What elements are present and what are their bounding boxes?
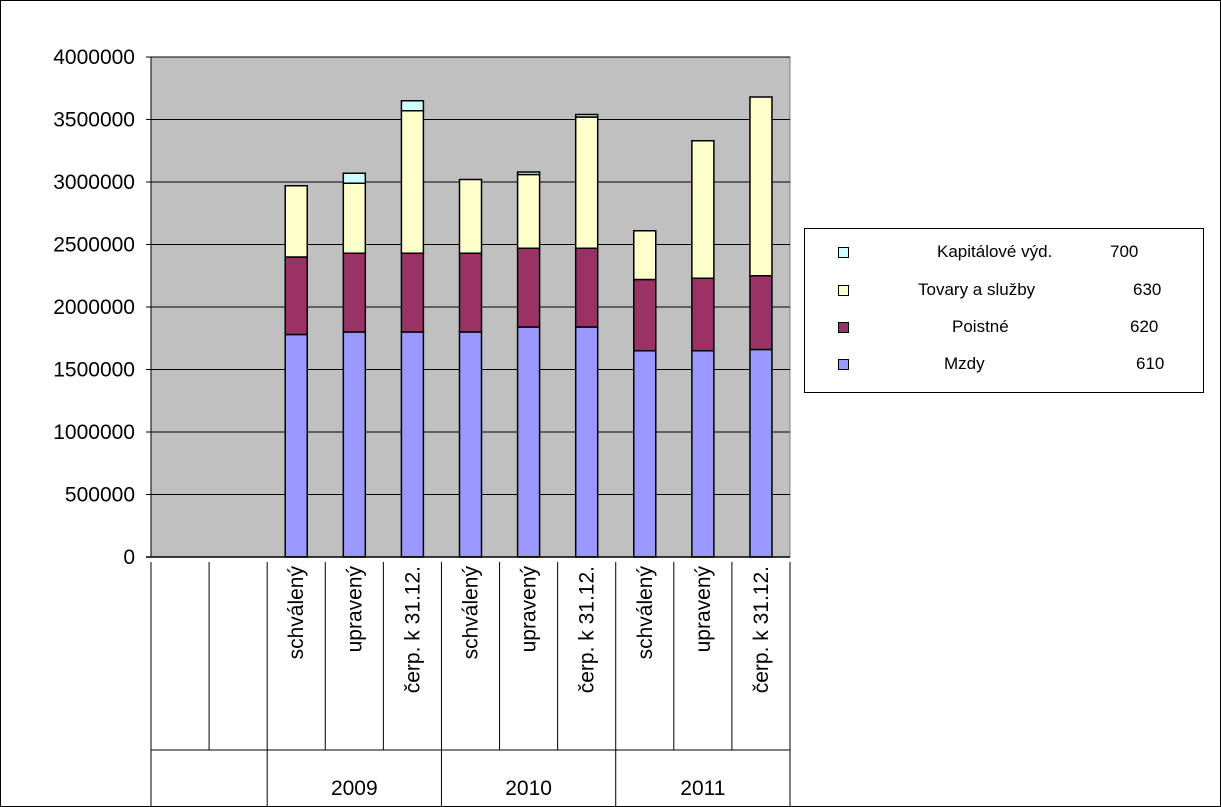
bar-segment (691, 350, 715, 558)
y-tick-label: 0 (123, 546, 135, 569)
bar-segment (458, 252, 483, 333)
bar-segment (749, 275, 773, 351)
legend-swatch (838, 359, 849, 370)
legend-code: 610 (1136, 354, 1165, 373)
bar-segment (633, 278, 657, 352)
group-label: 2010 (505, 777, 552, 800)
legend-swatch (838, 247, 849, 258)
bar-segment (749, 348, 773, 558)
bar-segment (342, 182, 367, 254)
legend: Kapitálové výd. 700 Tovary a služby 630 Pois… (804, 228, 1204, 393)
bar-segment (516, 326, 541, 558)
y-tick-label: 2000000 (53, 296, 135, 319)
category-label: čerp. k 31.12. (401, 566, 424, 693)
y-tick-label: 4000000 (53, 46, 135, 69)
y-tick-label: 1000000 (53, 421, 135, 444)
bar-segment (284, 256, 308, 336)
x-axis: schválený upravený čerp. k 31.12. schválený… (146, 556, 791, 807)
bar-segment (749, 96, 773, 277)
legend-swatch (838, 322, 849, 333)
bar-segment (691, 277, 715, 352)
bar-segment (458, 331, 483, 558)
category-label: schválený (285, 566, 308, 660)
category-label: čerp. k 31.12. (750, 566, 773, 693)
category-label: upravený (518, 566, 541, 653)
legend-label: Kapitálové výd. (937, 242, 1053, 261)
bar-segment (400, 331, 425, 558)
legend-code: 700 (1110, 242, 1139, 261)
category-label: čerp. k 31.12. (576, 566, 599, 693)
category-label: upravený (343, 566, 366, 653)
category-label: schválený (460, 566, 483, 660)
bar-segment (633, 230, 657, 281)
bar-segment (284, 185, 308, 258)
legend-code: 630 (1133, 280, 1162, 299)
bar-segment (574, 247, 599, 328)
legend-label: Mzdy (944, 354, 985, 373)
bar-segment (400, 100, 425, 112)
bar-segment (691, 140, 715, 279)
bar-segment (342, 172, 367, 184)
bar-segment (574, 116, 599, 249)
category-label: upravený (692, 566, 715, 653)
group-label: 2011 (680, 777, 725, 800)
bar-segment (400, 252, 425, 333)
bar-segment (516, 171, 541, 176)
legend-swatch (838, 285, 849, 296)
legend-item: Poistné 620 (805, 317, 1203, 337)
y-tick-label: 1500000 (53, 359, 135, 382)
y-tick-label: 2500000 (53, 234, 135, 257)
legend-label: Tovary a služby (918, 280, 1036, 299)
y-tick-label: 3000000 (53, 171, 135, 194)
legend-item: Kapitálové výd. 700 (805, 242, 1203, 262)
bar-segment (633, 350, 657, 558)
bar-segment (516, 247, 541, 328)
bar-segment (284, 333, 308, 558)
legend-label: Poistné (952, 317, 1009, 336)
bar-segment (400, 110, 425, 254)
legend-item: Mzdy 610 (805, 354, 1203, 374)
bar-segment (574, 326, 599, 558)
y-axis: 0 500000 1000000 1500000 2000000 2500000 30000… (53, 46, 152, 569)
legend-item: Tovary a služby 630 (805, 280, 1203, 300)
bar-segment (342, 252, 367, 333)
bar-segment (458, 178, 483, 254)
group-label: 2009 (331, 777, 378, 800)
bar-segment (574, 113, 599, 118)
bars (284, 96, 773, 558)
y-tick-label: 3500000 (53, 109, 135, 132)
bar-segment (342, 331, 367, 558)
category-label: schválený (634, 566, 657, 660)
y-tick-label: 500000 (65, 484, 135, 507)
bar-segment (516, 173, 541, 249)
legend-code: 620 (1130, 317, 1159, 336)
